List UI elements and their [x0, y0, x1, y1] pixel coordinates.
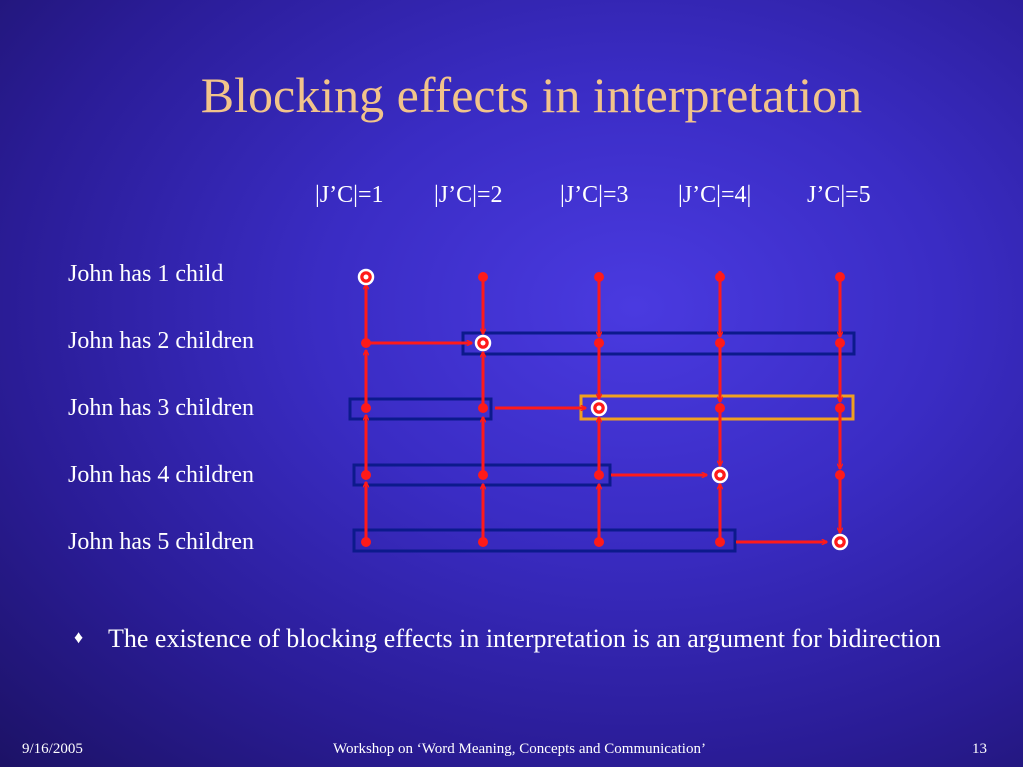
pair-dot-r3-c5 [835, 403, 845, 413]
pair-dot-r5-c4 [715, 537, 725, 547]
row-label-2: John has 2 children [68, 328, 254, 354]
column-header-2: |J’C|=2 [434, 182, 503, 208]
pair-dot-r1-c5 [835, 272, 845, 282]
pair-dot-r3-c1 [361, 403, 371, 413]
optimal-pair-center-r1-c1 [363, 274, 369, 280]
pair-dot-r2-c5 [835, 338, 845, 348]
optimal-pair-center-r5-c5 [837, 539, 843, 545]
slide-title: Blocking effects in interpretation [200, 67, 863, 123]
footer-page-number: 13 [972, 741, 987, 757]
column-header-5: J’C|=5 [807, 182, 871, 208]
row-label-1: John has 1 child [68, 261, 224, 287]
row-label-3: John has 3 children [68, 395, 254, 421]
optimal-pair-center-r4-c4 [717, 472, 723, 478]
footer-date: 9/16/2005 [22, 741, 83, 757]
pair-dot-r4-c2 [478, 470, 488, 480]
optimal-pair-center-r3-c3 [596, 405, 602, 411]
row-2-group-box [461, 331, 856, 356]
row-5-group-box [352, 528, 737, 553]
pair-dot-r3-c4 [715, 403, 725, 413]
column-header-3: |J’C|=3 [560, 182, 629, 208]
column-header-4: |J’C|=4| [678, 182, 752, 208]
row-3-group-box-left [348, 397, 493, 421]
pair-dot-r3-c2 [478, 403, 488, 413]
row-label-4: John has 4 children [68, 462, 254, 488]
bullet-text: The existence of blocking effects in int… [108, 624, 941, 653]
pair-dot-r2-c1 [361, 338, 371, 348]
pair-dot-r4-c1 [361, 470, 371, 480]
pair-dot-r2-c4 [715, 338, 725, 348]
column-header-1: |J’C|=1 [315, 182, 384, 208]
pair-dot-r2-c3 [594, 338, 604, 348]
pair-dot-r5-c3 [594, 537, 604, 547]
footer-title: Workshop on ‘Word Meaning, Concepts and … [333, 741, 706, 757]
pair-dot-r1-c3 [594, 272, 604, 282]
pair-dot-r4-c5 [835, 470, 845, 480]
pair-dot-r1-c4 [715, 272, 725, 282]
optimal-pair-center-r2-c2 [480, 340, 486, 346]
row-label-5: John has 5 children [68, 529, 254, 555]
pair-dot-r1-c2 [478, 272, 488, 282]
pair-dot-r5-c2 [478, 537, 488, 547]
bullet-diamond-icon: ♦ [74, 627, 84, 647]
pair-dot-r4-c3 [594, 470, 604, 480]
pair-dot-r5-c1 [361, 537, 371, 547]
